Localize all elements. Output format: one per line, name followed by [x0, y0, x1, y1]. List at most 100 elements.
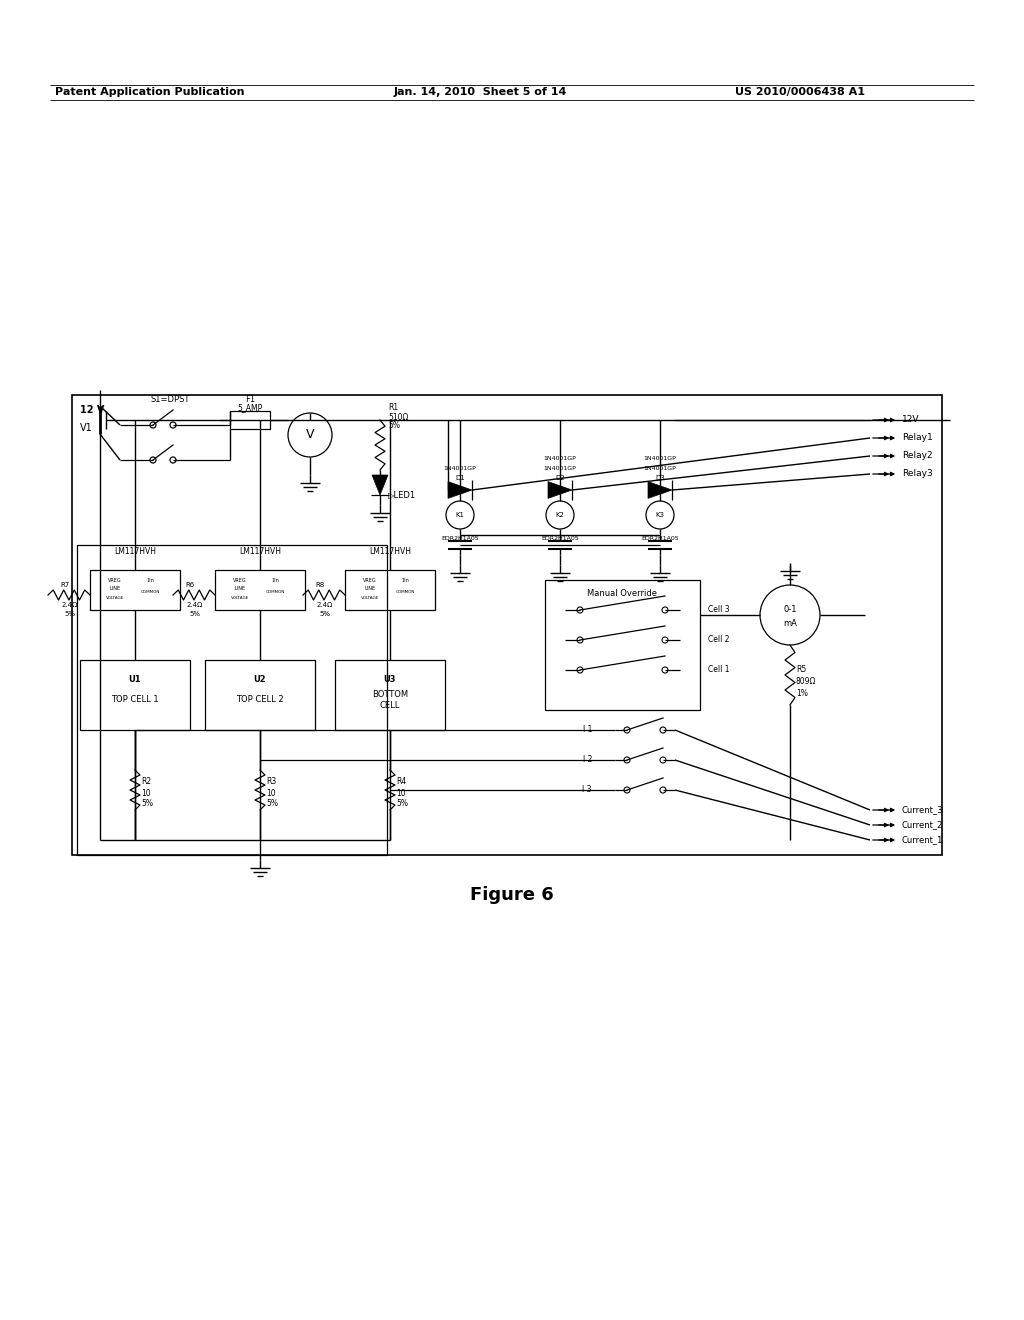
Text: VREG: VREG [109, 578, 122, 582]
Text: TOP CELL 1: TOP CELL 1 [112, 696, 159, 705]
Text: VREG: VREG [233, 578, 247, 582]
Text: D1: D1 [455, 475, 465, 480]
Text: 1N4001GP: 1N4001GP [443, 466, 476, 470]
Text: 5%: 5% [65, 611, 76, 616]
Text: Cell 2: Cell 2 [708, 635, 729, 644]
Text: Current_2: Current_2 [902, 821, 943, 829]
Text: Figure 6: Figure 6 [470, 886, 554, 904]
Text: U2: U2 [254, 676, 266, 685]
Text: Patent Application Publication: Patent Application Publication [55, 87, 245, 96]
Text: Manual Override: Manual Override [587, 590, 657, 598]
Text: R4: R4 [396, 777, 407, 787]
Text: Jan. 14, 2010  Sheet 5 of 14: Jan. 14, 2010 Sheet 5 of 14 [393, 87, 566, 96]
Text: 1In: 1In [146, 578, 154, 582]
Text: Relay2: Relay2 [902, 451, 933, 461]
Text: LINE: LINE [365, 586, 376, 590]
Text: 1In: 1In [271, 578, 279, 582]
Text: 1In: 1In [401, 578, 409, 582]
Text: K2: K2 [556, 512, 564, 517]
Text: 10: 10 [396, 789, 406, 799]
Text: EDR2H1A05: EDR2H1A05 [441, 536, 479, 541]
Text: 5%: 5% [189, 611, 201, 616]
Text: R8: R8 [315, 582, 325, 587]
Text: Relay3: Relay3 [902, 470, 933, 479]
Text: I 3: I 3 [583, 785, 592, 795]
Text: I 2: I 2 [583, 755, 592, 764]
Text: 5%: 5% [396, 800, 408, 808]
Text: VREG: VREG [364, 578, 377, 582]
Text: U1: U1 [129, 676, 141, 685]
Text: 1N4001GP: 1N4001GP [644, 455, 677, 461]
Text: ▷LED1: ▷LED1 [388, 491, 416, 499]
Text: 2.4Ω: 2.4Ω [186, 602, 203, 609]
Polygon shape [372, 475, 388, 495]
Text: LM117HVH: LM117HVH [239, 548, 281, 557]
Text: TOP CELL 2: TOP CELL 2 [237, 696, 284, 705]
Bar [72, 395, 942, 855]
Text: COMMON: COMMON [265, 590, 285, 594]
Text: 5%: 5% [319, 611, 331, 616]
Text: 2.4Ω: 2.4Ω [61, 602, 78, 609]
Text: BOTTOM
CELL: BOTTOM CELL [372, 690, 408, 710]
Text: EDR2H1A05: EDR2H1A05 [542, 536, 579, 541]
Bar [80, 660, 190, 730]
Bar [545, 579, 700, 710]
Text: V: V [306, 429, 314, 441]
Text: 5%: 5% [266, 800, 278, 808]
Text: LINE: LINE [110, 586, 121, 590]
Text: 1N4001GP: 1N4001GP [644, 466, 677, 470]
Text: K1: K1 [456, 512, 465, 517]
Text: Relay1: Relay1 [902, 433, 933, 442]
Bar [345, 570, 435, 610]
Bar [205, 660, 315, 730]
Text: R7: R7 [60, 582, 70, 587]
Text: 1N4001GP: 1N4001GP [544, 455, 577, 461]
Text: LM117HVH: LM117HVH [369, 548, 411, 557]
Text: 0-1: 0-1 [783, 606, 797, 615]
Polygon shape [449, 482, 472, 499]
Text: 5%: 5% [141, 800, 153, 808]
Text: 1%: 1% [796, 689, 808, 697]
Polygon shape [548, 482, 572, 499]
Text: VOLTAGE: VOLTAGE [360, 597, 379, 601]
Text: R1: R1 [388, 404, 398, 412]
Text: 809Ω: 809Ω [796, 677, 816, 686]
Text: 1N4001GP: 1N4001GP [544, 466, 577, 470]
Text: 12 V: 12 V [80, 405, 104, 414]
Text: EDR2H1A05: EDR2H1A05 [641, 536, 679, 541]
Text: mA: mA [783, 619, 797, 627]
Text: COMMON: COMMON [140, 590, 160, 594]
Text: 5%: 5% [388, 421, 400, 430]
Text: 12V: 12V [902, 416, 920, 425]
Text: R6: R6 [185, 582, 195, 587]
Text: Cell 3: Cell 3 [708, 606, 730, 615]
Text: 10: 10 [141, 789, 151, 799]
Bar [335, 660, 445, 730]
Text: 10: 10 [266, 789, 275, 799]
Text: Current_1: Current_1 [902, 836, 943, 845]
Text: F1: F1 [245, 396, 255, 404]
Text: R5: R5 [796, 665, 806, 675]
Text: 2.4Ω: 2.4Ω [316, 602, 333, 609]
Text: VOLTAGE: VOLTAGE [105, 597, 124, 601]
Text: LM117HVH: LM117HVH [114, 548, 156, 557]
Text: 510Ω: 510Ω [388, 412, 409, 421]
Text: S1=DPST: S1=DPST [151, 396, 189, 404]
Bar [90, 570, 180, 610]
Bar [215, 570, 305, 610]
Bar [77, 545, 387, 855]
Polygon shape [648, 482, 672, 499]
Text: US 2010/0006438 A1: US 2010/0006438 A1 [735, 87, 865, 96]
Text: Cell 1: Cell 1 [708, 665, 729, 675]
Text: D2: D2 [555, 475, 565, 480]
Text: VOLTAGE: VOLTAGE [230, 597, 249, 601]
Text: V1: V1 [80, 422, 93, 433]
Text: U3: U3 [384, 676, 396, 685]
Text: D3: D3 [655, 475, 665, 480]
Text: R2: R2 [141, 777, 152, 787]
Text: COMMON: COMMON [395, 590, 415, 594]
Text: 5_AMP: 5_AMP [238, 404, 262, 412]
Text: R3: R3 [266, 777, 276, 787]
Text: K3: K3 [655, 512, 665, 517]
Text: I 1: I 1 [583, 726, 592, 734]
